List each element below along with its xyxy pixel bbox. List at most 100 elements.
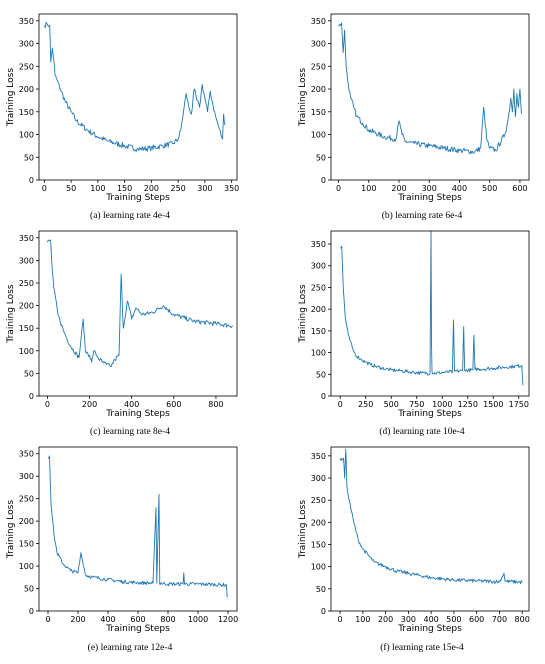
chart-panel-4: 0 250 500 750 1000 1250 1500 1750 0 50 100 150 200 25…	[298, 230, 530, 437]
y-tick-label: 350	[311, 17, 326, 26]
x-axis-label: Training Steps	[397, 193, 462, 203]
subfigure-caption: (f) learning rate 15e-4	[380, 642, 464, 653]
y-axis-label: Training Loss	[298, 68, 308, 127]
y-tick-label: 300	[19, 472, 34, 481]
x-tick-label: 400	[423, 615, 438, 624]
x-axis-label: Training Steps	[397, 409, 462, 419]
x-tick-label: 0	[336, 184, 341, 193]
x-tick-label: 800	[160, 615, 175, 624]
y-tick-label: 300	[311, 474, 326, 483]
y-tick-label: 250	[19, 495, 34, 504]
y-tick-label: 150	[311, 108, 326, 117]
y-tick-label: 250	[19, 279, 34, 288]
y-tick-label: 200	[311, 305, 326, 314]
y-tick-label: 50	[316, 153, 326, 162]
y-axis-label: Training Loss	[6, 500, 16, 559]
x-tick-label: 400	[100, 615, 115, 624]
y-tick-label: 150	[19, 108, 34, 117]
x-tick-label: 500	[384, 400, 399, 409]
y-tick-label: 50	[316, 370, 326, 379]
loss-curve	[43, 21, 226, 152]
y-tick-label: 200	[19, 85, 34, 94]
x-tick-label: 1250	[458, 400, 478, 409]
y-tick-label: 200	[311, 518, 326, 527]
subfigure-caption: (e) learning rate 12e-4	[88, 642, 173, 653]
subfigure-caption: (d) learning rate 10e-4	[379, 426, 464, 437]
x-tick-label: 400	[124, 400, 139, 409]
x-tick-label: 600	[166, 400, 181, 409]
y-tick-label: 150	[311, 541, 326, 550]
y-tick-label: 250	[311, 283, 326, 292]
y-tick-label: 100	[311, 131, 326, 140]
chart-panel-2: 0 100 200 300 400 500 600 0 50 100 150 200 250 300 350…	[298, 13, 530, 221]
x-tick-label: 100	[90, 184, 105, 193]
y-tick-label: 0	[321, 607, 326, 616]
x-tick-label: 1200	[218, 615, 238, 624]
y-tick-label: 350	[311, 240, 326, 249]
x-tick-label: 500	[446, 615, 461, 624]
x-tick-label: 200	[391, 184, 406, 193]
x-tick-label: 800	[208, 400, 223, 409]
x-tick-label: 1750	[509, 400, 529, 409]
x-tick-label: 300	[197, 184, 212, 193]
y-tick-label: 0	[29, 176, 34, 185]
plot-frame	[330, 446, 530, 612]
x-tick-label: 50	[66, 184, 76, 193]
y-axis-label: Training Loss	[298, 500, 308, 559]
x-tick-label: 0	[45, 615, 50, 624]
x-tick-label: 300	[422, 184, 437, 193]
x-tick-label: 400	[452, 184, 467, 193]
x-tick-label: 700	[492, 615, 507, 624]
x-axis-label: Training Steps	[105, 409, 170, 419]
loss-curve	[47, 239, 234, 368]
plot-frame	[330, 230, 530, 397]
x-tick-label: 750	[409, 400, 424, 409]
x-tick-label: 600	[130, 615, 145, 624]
y-tick-label: 0	[321, 392, 326, 401]
x-axis-label: Training Steps	[105, 193, 170, 203]
y-tick-label: 0	[29, 392, 34, 401]
subfigure-caption: (c) learning rate 8e-4	[90, 426, 170, 437]
x-axis-label: Training Steps	[397, 624, 462, 634]
x-tick-label: 0	[338, 615, 343, 624]
y-tick-label: 50	[24, 153, 34, 162]
x-tick-label: 200	[378, 615, 393, 624]
y-axis-label: Training Loss	[6, 284, 16, 343]
subfigure-caption: (a) learning rate 4e-4	[90, 210, 170, 221]
y-tick-label: 0	[29, 607, 34, 616]
y-axis-label: Training Loss	[6, 68, 16, 127]
y-tick-label: 150	[19, 324, 34, 333]
y-tick-label: 250	[19, 62, 34, 71]
plot-frame	[38, 446, 238, 612]
y-tick-label: 350	[311, 452, 326, 461]
x-tick-label: 200	[144, 184, 159, 193]
y-tick-label: 300	[311, 262, 326, 271]
y-tick-label: 350	[19, 234, 34, 243]
y-tick-label: 150	[311, 327, 326, 336]
y-tick-label: 100	[311, 563, 326, 572]
x-tick-label: 250	[358, 400, 373, 409]
plot-frame	[330, 13, 530, 181]
y-tick-label: 300	[19, 40, 34, 49]
y-tick-label: 100	[19, 347, 34, 356]
x-tick-label: 1000	[188, 615, 208, 624]
y-tick-label: 100	[19, 131, 34, 140]
plot-frame	[38, 13, 238, 181]
y-tick-label: 50	[316, 585, 326, 594]
loss-curve	[339, 230, 524, 386]
y-tick-label: 300	[311, 40, 326, 49]
y-tick-label: 250	[311, 496, 326, 505]
y-tick-label: 50	[24, 369, 34, 378]
y-tick-label: 100	[19, 562, 34, 571]
y-tick-label: 200	[19, 517, 34, 526]
y-tick-label: 300	[19, 256, 34, 265]
chart-panel-6: 0 100 200 300 400 500 600 700 800 0 50 100 150 200 250…	[298, 446, 530, 653]
x-axis-label: Training Steps	[105, 624, 170, 634]
y-tick-label: 200	[311, 85, 326, 94]
y-tick-label: 200	[19, 302, 34, 311]
loss-curve	[338, 22, 522, 155]
x-tick-label: 200	[82, 400, 97, 409]
loss-curve	[339, 448, 523, 584]
x-tick-label: 500	[482, 184, 497, 193]
